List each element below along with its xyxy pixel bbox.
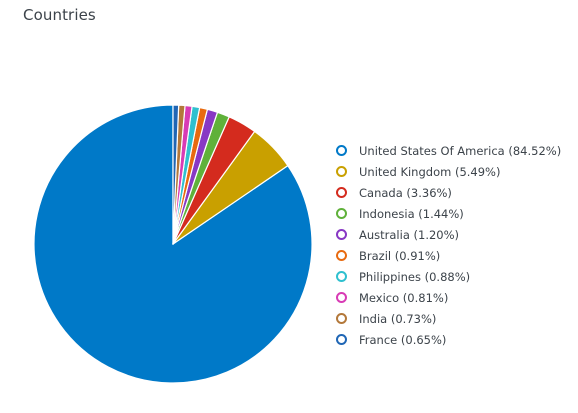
chart-legend: United States Of America (84.52%) United … <box>336 140 561 350</box>
legend-marker-icon <box>336 250 347 261</box>
legend-marker-icon <box>336 292 347 303</box>
legend-label: India (0.73%) <box>359 311 437 326</box>
legend-label: Canada (3.36%) <box>359 185 452 200</box>
legend-label: Philippines (0.88%) <box>359 269 471 284</box>
legend-item-france[interactable]: France (0.65%) <box>336 329 561 350</box>
legend-item-united-kingdom[interactable]: United Kingdom (5.49%) <box>336 161 561 182</box>
legend-marker-icon <box>336 208 347 219</box>
legend-marker-icon <box>336 313 347 324</box>
legend-marker-icon <box>336 187 347 198</box>
legend-label: France (0.65%) <box>359 332 447 347</box>
legend-label: Mexico (0.81%) <box>359 290 449 305</box>
legend-item-india[interactable]: India (0.73%) <box>336 308 561 329</box>
legend-label: United Kingdom (5.49%) <box>359 164 501 179</box>
legend-marker-icon <box>336 145 347 156</box>
legend-item-canada[interactable]: Canada (3.36%) <box>336 182 561 203</box>
legend-marker-icon <box>336 166 347 177</box>
legend-label: Brazil (0.91%) <box>359 248 441 263</box>
legend-item-philippines[interactable]: Philippines (0.88%) <box>336 266 561 287</box>
legend-marker-icon <box>336 334 347 345</box>
legend-marker-icon <box>336 229 347 240</box>
legend-item-australia[interactable]: Australia (1.20%) <box>336 224 561 245</box>
legend-label: Australia (1.20%) <box>359 227 460 242</box>
legend-label: Indonesia (1.44%) <box>359 206 464 221</box>
legend-item-mexico[interactable]: Mexico (0.81%) <box>336 287 561 308</box>
chart-title: Countries <box>23 6 96 24</box>
legend-item-united-states-of-america[interactable]: United States Of America (84.52%) <box>336 140 561 161</box>
legend-item-indonesia[interactable]: Indonesia (1.44%) <box>336 203 561 224</box>
legend-label: United States Of America (84.52%) <box>359 143 562 158</box>
legend-item-brazil[interactable]: Brazil (0.91%) <box>336 245 561 266</box>
legend-marker-icon <box>336 271 347 282</box>
pie-slice-france[interactable] <box>172 104 180 245</box>
